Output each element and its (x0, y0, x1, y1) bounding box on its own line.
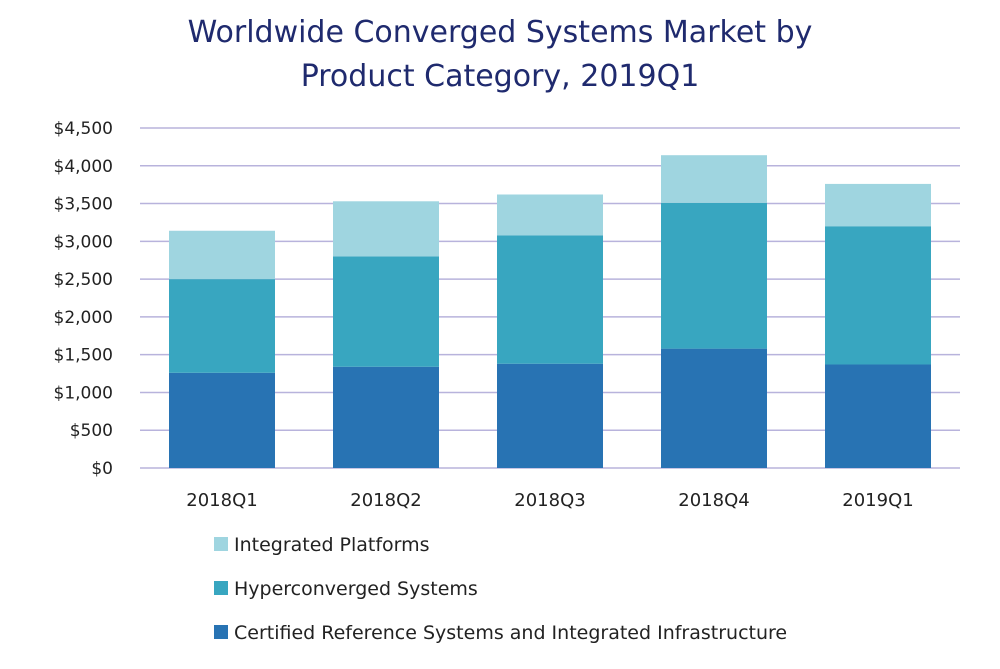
bar-2019Q1-series-2 (825, 183, 931, 227)
y-tick-label: $2,000 (54, 308, 113, 328)
y-tick-label: $500 (70, 421, 113, 441)
y-tick-label: $0 (91, 459, 113, 479)
bar-2018Q3-series-1 (497, 235, 603, 364)
x-tick-label: 2018Q4 (678, 490, 749, 511)
bar-2018Q2-series-0 (333, 366, 439, 468)
y-axis-tick-labels: $0 $500 $1,000 $1,500 $2,000 $2,500 $3,000 $3,5… (54, 119, 113, 479)
bar-2018Q1-series-1 (169, 279, 275, 373)
bar-2018Q2-series-2 (333, 201, 439, 257)
bar-2018Q3-series-2 (497, 194, 603, 236)
chart-title-line-1: Worldwide Converged Systems Market by (188, 15, 813, 50)
legend-item: Certified Reference Systems and Integrat… (214, 622, 787, 644)
legend: Integrated Platforms Hyperconverged Syste… (214, 534, 787, 644)
legend-item: Hyperconverged Systems (214, 578, 478, 600)
x-tick-label: 2018Q1 (186, 490, 257, 511)
x-tick-label: 2018Q2 (350, 490, 421, 511)
y-tick-label: $4,500 (54, 119, 113, 139)
bars (169, 155, 931, 468)
bar-2018Q4-series-0 (661, 348, 767, 468)
legend-swatch (214, 537, 228, 551)
legend-swatch (214, 625, 228, 639)
legend-swatch (214, 581, 228, 595)
y-tick-label: $3,500 (54, 195, 113, 215)
y-tick-label: $4,000 (54, 157, 113, 177)
bar-2018Q2-series-1 (333, 256, 439, 367)
y-tick-label: $1,000 (54, 383, 113, 403)
bar-2018Q4-series-2 (661, 155, 767, 203)
y-tick-label: $2,500 (54, 270, 113, 290)
bar-2018Q1-series-2 (169, 230, 275, 280)
y-tick-label: $1,500 (54, 346, 113, 366)
y-tick-label: $3,000 (54, 232, 113, 252)
bar-2018Q3-series-0 (497, 363, 603, 468)
x-tick-label: 2019Q1 (842, 490, 913, 511)
legend-item: Integrated Platforms (214, 534, 430, 556)
chart-title-line-2: Product Category, 2019Q1 (301, 59, 700, 94)
bar-2018Q1-series-0 (169, 372, 275, 468)
legend-label: Integrated Platforms (234, 534, 430, 556)
legend-label: Hyperconverged Systems (234, 578, 478, 600)
bar-2019Q1-series-0 (825, 364, 931, 468)
legend-label: Certified Reference Systems and Integrat… (234, 622, 787, 644)
x-tick-label: 2018Q3 (514, 490, 585, 511)
x-axis-category-labels: 2018Q1 2018Q2 2018Q3 2018Q4 2019Q1 (186, 490, 913, 511)
bar-2019Q1-series-1 (825, 226, 931, 365)
bar-2018Q4-series-1 (661, 202, 767, 349)
